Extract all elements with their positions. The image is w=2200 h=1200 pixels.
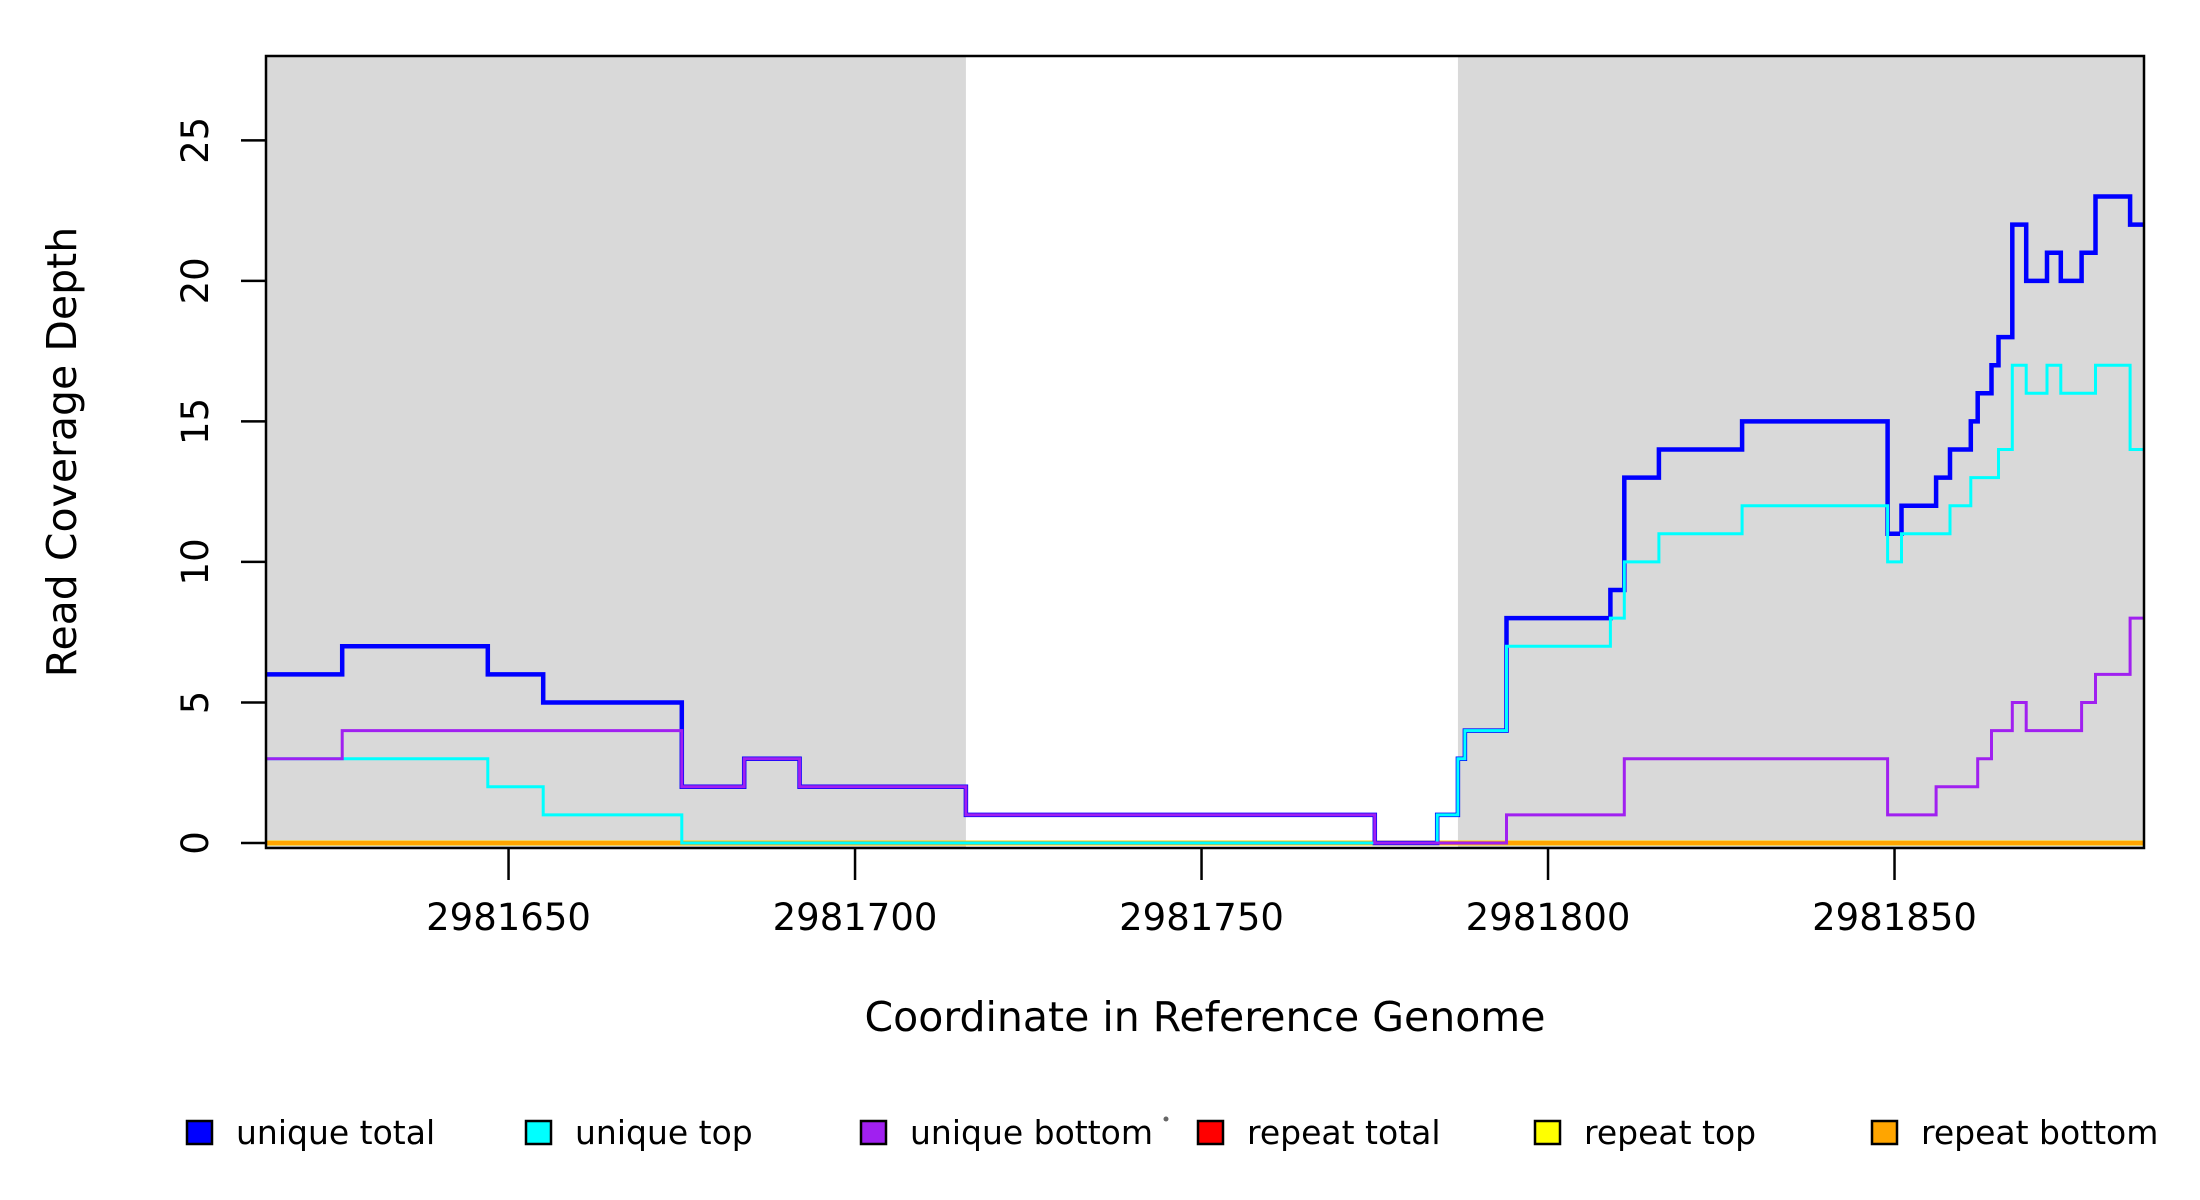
x-axis-tick-label: 2981850 [1812,896,1977,939]
axis-ticks [241,139,1896,880]
legend-swatch [1196,1119,1225,1146]
legend-item-unique-bottom: unique bottom [859,1113,1153,1152]
legend-label: unique total [236,1113,435,1152]
legend-label: repeat total [1247,1113,1441,1152]
shaded-region [1457,56,2144,848]
series-line-unique-top [266,363,2144,845]
y-axis-tick-label: 0 [174,831,217,855]
x-axis-tick-label: 2981700 [773,896,938,939]
x-axis-tick-label: 2981650 [426,896,591,939]
legend-item-repeat-total: repeat total [1196,1113,1441,1152]
legend-label: repeat top [1584,1113,1756,1152]
stray-dot [1163,1116,1169,1122]
y-axis-tick-label: 25 [174,117,217,164]
legend-swatch [1533,1119,1562,1146]
legend-swatch [524,1119,553,1146]
legend-swatch [185,1119,214,1146]
legend-item-repeat-bottom: repeat bottom [1870,1113,2158,1152]
shaded-regions [266,56,2144,848]
y-axis-tick-label: 20 [174,257,217,304]
y-axis-tick-label: 15 [174,398,217,445]
x-axis-tick-label: 2981800 [1466,896,1631,939]
y-axis-tick-label: 10 [174,538,217,585]
x-axis-title: Coordinate in Reference Genome [865,993,1546,1041]
y-axis-tick-label: 5 [174,691,217,715]
legend-label: unique bottom [910,1113,1153,1152]
chart-legend: unique total unique top unique bottom repea… [185,1113,2158,1152]
series-step-lines [266,194,2144,846]
plot-border-box [264,54,2146,850]
legend-item-unique-total: unique total [185,1113,435,1152]
legend-item-repeat-top: repeat top [1533,1113,1756,1152]
legend-swatch [859,1119,888,1146]
y-axis-title: Read Coverage Depth [38,227,86,677]
legend-item-unique-top: unique top [524,1113,753,1152]
legend-label: repeat bottom [1921,1113,2158,1152]
axis-tick-labels: 2981650 2981700 2981750 2981800 2981850 0 5 10 1… [174,117,1977,939]
series-line-unique-bottom [266,616,2144,845]
x-axis-tick-label: 2981750 [1119,896,1284,939]
shaded-region [266,56,966,848]
legend-swatch [1870,1119,1899,1146]
legend-label: unique top [575,1113,753,1152]
